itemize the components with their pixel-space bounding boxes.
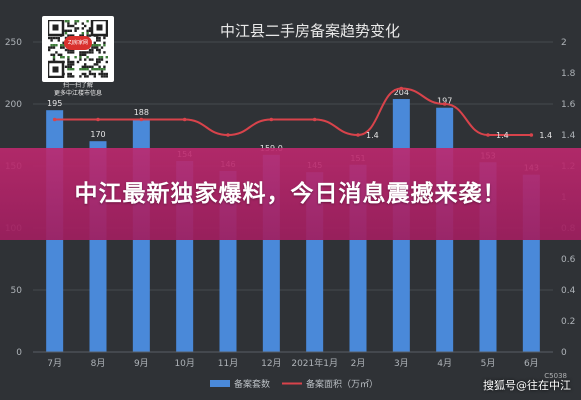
- watermark-code: C5038: [544, 372, 567, 380]
- line-value-label: 1.4: [366, 131, 379, 140]
- line-point: [139, 117, 144, 122]
- bar-value-label: 170: [90, 130, 105, 139]
- area-line: [54, 87, 532, 137]
- qr-code-card: ZJ房家网: [42, 16, 114, 82]
- bar-value-label: 188: [134, 108, 149, 117]
- x-tick-label: 4月: [437, 358, 452, 369]
- qr-code-icon: [48, 20, 108, 78]
- line-point: [96, 117, 100, 122]
- qr-logo: ZJ房家网: [64, 36, 92, 50]
- x-tick-label: 2021年1月: [291, 357, 338, 369]
- x-tick-label: 11月: [218, 358, 238, 369]
- bar-value-label: 197: [437, 97, 452, 106]
- headline-banner: 中江最新独家爆料，今日消息震撼来袭！: [0, 148, 581, 240]
- right-tick-label: 1.8: [561, 69, 576, 79]
- legend-label-line: 备案面积（万㎡）: [306, 378, 378, 390]
- x-tick-label: 10月: [174, 358, 194, 369]
- right-tick-label: 1.6: [561, 100, 576, 110]
- line-series: 1.4 1.4 1.4: [52, 86, 552, 140]
- x-tick-label: 3月: [394, 358, 409, 369]
- left-tick-label: 0: [16, 348, 22, 358]
- x-tick-label: 5月: [481, 358, 496, 369]
- line-point: [399, 86, 404, 91]
- x-tick-label: 9月: [134, 358, 149, 369]
- x-tick-label: 2月: [351, 358, 366, 369]
- line-point: [312, 117, 317, 122]
- legend-swatch-bar: [210, 380, 230, 387]
- line-point: [529, 133, 534, 137]
- line-point: [269, 117, 274, 122]
- qr-caption: 扫一扫了解 更多中江楼市信息: [34, 82, 122, 98]
- x-tick-label: 6月: [524, 358, 539, 369]
- watermark: 搜狐号@往在中江: [483, 379, 571, 392]
- line-point: [52, 117, 57, 122]
- right-tick-label: 0.4: [561, 286, 576, 296]
- line-point: [442, 102, 447, 106]
- legend: 备案套数 备案面积（万㎡）: [210, 378, 378, 390]
- line-point: [182, 117, 187, 122]
- line-point: [486, 133, 490, 137]
- right-tick-label: 0.2: [561, 317, 575, 327]
- right-tick-label: 2: [561, 38, 567, 48]
- legend-label-bar: 备案套数: [234, 378, 270, 390]
- line-value-label: 1.4: [539, 131, 552, 140]
- left-tick-label: 250: [5, 38, 22, 48]
- x-axis: 7月 8月 9月 10月 11月 12月 2021年1月 2月 3月 4月 5月 6月: [33, 351, 553, 369]
- line-point: [226, 133, 230, 137]
- right-tick-label: 1.4: [561, 131, 576, 141]
- line-point: [356, 133, 360, 137]
- left-tick-label: 200: [5, 100, 22, 110]
- x-tick-label: 12月: [261, 358, 281, 369]
- right-tick-label: 0.6: [561, 255, 576, 265]
- left-tick-label: 50: [11, 286, 23, 296]
- qr-caption-line2: 更多中江楼市信息: [53, 90, 102, 97]
- x-tick-label: 7月: [47, 358, 62, 369]
- bar-value-label: 195: [47, 99, 62, 108]
- right-tick-label: 0: [561, 348, 567, 358]
- line-value-label: 1.4: [496, 131, 509, 140]
- headline-text: 中江最新独家爆料，今日消息震撼来袭！: [74, 180, 507, 207]
- chart-title: 中江县二手房备案趋势变化: [220, 22, 400, 40]
- x-tick-label: 8月: [91, 358, 106, 369]
- qr-caption-line1: 扫一扫了解: [62, 82, 93, 89]
- bar-value-label: 204: [394, 88, 409, 97]
